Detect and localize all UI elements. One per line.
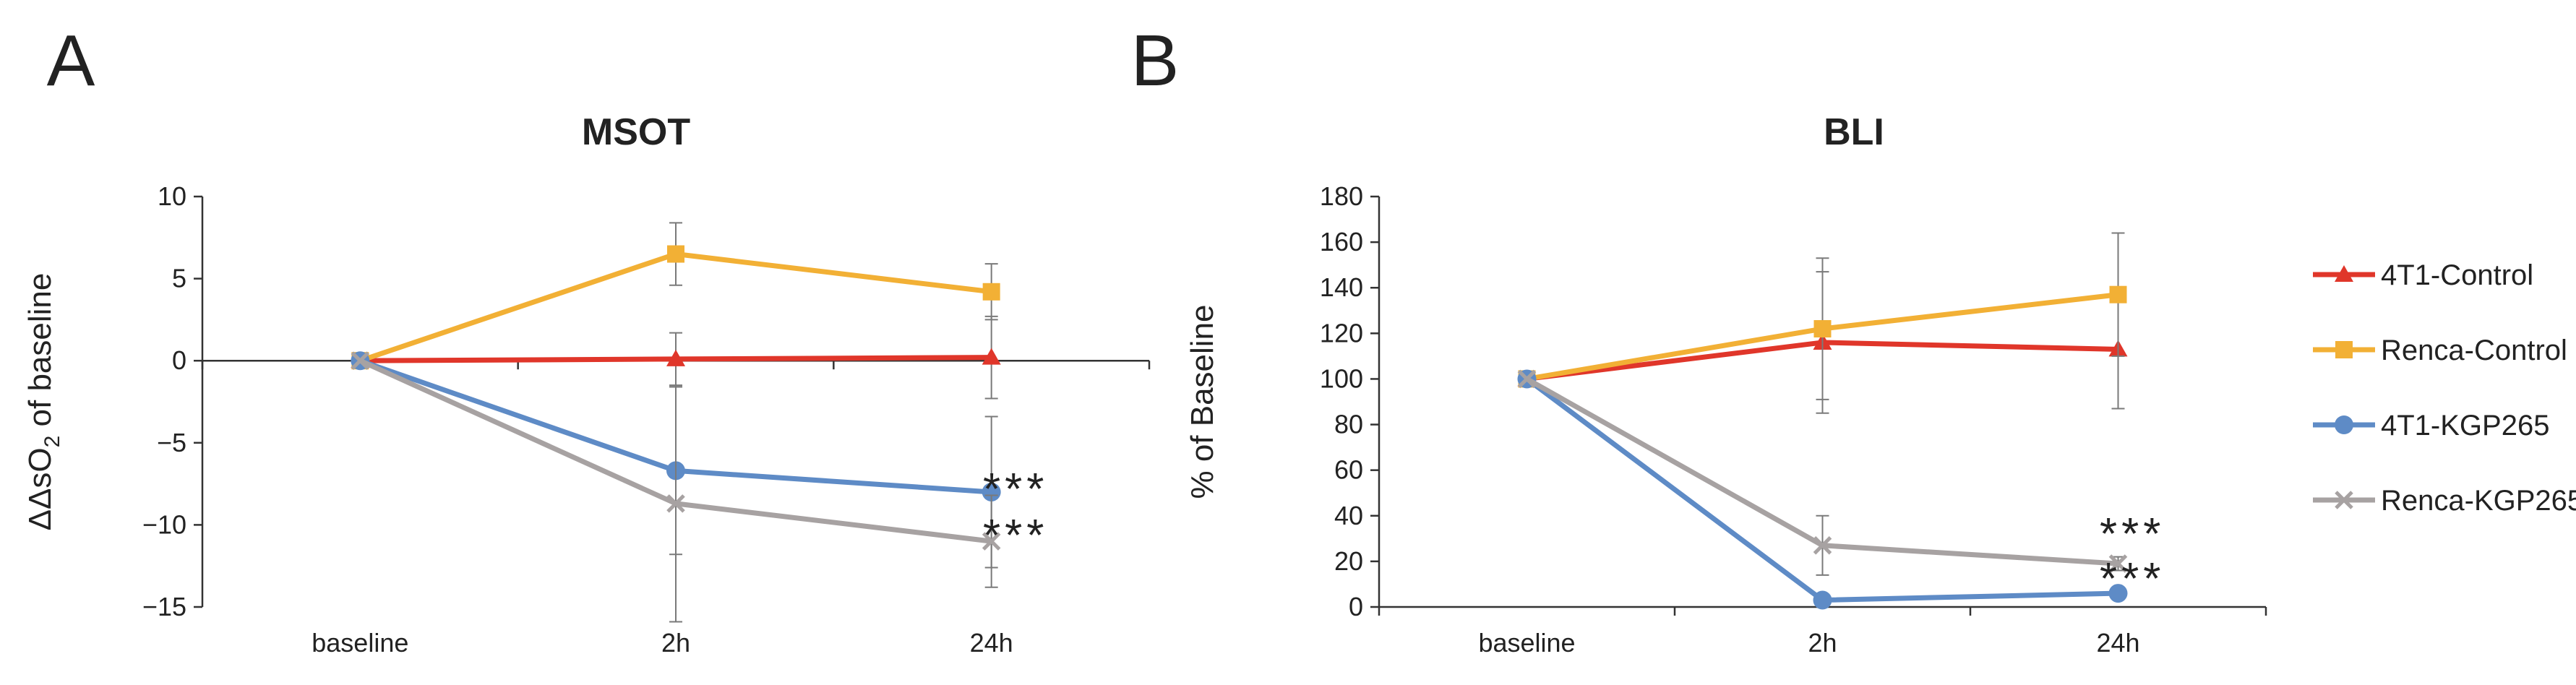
y-axis-label: % of Baseline xyxy=(1185,304,1220,499)
legend-label: Renca-KGP265 xyxy=(2381,485,2576,517)
chart-title: BLI xyxy=(1824,111,1884,153)
data-point xyxy=(982,348,1001,365)
data-point xyxy=(1813,320,1832,338)
data-point xyxy=(982,482,1001,501)
data-point-stroke-b xyxy=(351,351,370,370)
data-point xyxy=(982,283,1000,301)
data-point xyxy=(666,494,685,513)
data-point xyxy=(1813,536,1832,555)
y-tick-label: 5 xyxy=(172,264,186,293)
legend-marker xyxy=(2335,415,2353,434)
data-point-stroke-b xyxy=(666,494,685,513)
y-axis-label-rest: of baseline xyxy=(22,273,58,436)
legend-label: Renca-Control xyxy=(2381,335,2567,366)
y-axis-label: ΔΔsO2 of baseline xyxy=(22,273,64,531)
data-point xyxy=(1517,369,1537,389)
panel-letter: A xyxy=(47,20,95,101)
data-point xyxy=(1813,590,1832,610)
data-point xyxy=(982,532,1001,551)
y-tick-label: 100 xyxy=(1320,363,1363,393)
y-tick-label: 60 xyxy=(1334,455,1363,485)
y-tick-label: −5 xyxy=(157,428,186,457)
significance-marker: *** xyxy=(983,465,1048,514)
y-tick-label: 0 xyxy=(172,345,186,375)
legend-item: 4T1-KGP265 xyxy=(2313,410,2549,441)
series-renca-kgp265 xyxy=(351,351,1001,623)
x-tick-label: baseline xyxy=(1478,628,1575,658)
series-4t1-control xyxy=(351,315,1001,400)
x-tick-label: 2h xyxy=(661,628,690,658)
y-tick-label: 120 xyxy=(1320,318,1363,348)
significance-marker: *** xyxy=(2100,554,2165,604)
legend-label: 4T1-KGP265 xyxy=(2381,410,2549,441)
y-axis-label-subscript: 2 xyxy=(40,436,64,448)
y-tick-label: 80 xyxy=(1334,410,1363,439)
data-point xyxy=(666,349,685,366)
x-tick-label: 2h xyxy=(1808,628,1837,658)
y-tick-label: 20 xyxy=(1334,546,1363,576)
y-tick-label: −15 xyxy=(142,592,186,621)
panel-letter: B xyxy=(1131,20,1180,101)
data-point-stroke-b xyxy=(1813,536,1832,555)
data-point xyxy=(2108,584,2128,603)
y-tick-label: 40 xyxy=(1334,501,1363,530)
series-renca-control xyxy=(1518,232,2127,400)
series-4t1-kgp265 xyxy=(1517,369,2128,610)
legend-item: Renca-Control xyxy=(2313,335,2567,366)
chart-title: MSOT xyxy=(582,111,690,153)
y-tick-label: −10 xyxy=(142,509,186,539)
series-renca-kgp265 xyxy=(1517,369,2128,576)
x-tick-label: 24h xyxy=(970,628,1013,658)
legend: 4T1-Control Renca-Control 4T1-KGP265 Renca-… xyxy=(2313,259,2576,517)
significance-marker: *** xyxy=(983,511,1048,561)
panel-a: A MSOT ΔΔsO2 of baseline 10 5 0 −5 −10 −15 baseli… xyxy=(22,20,1151,658)
x-tick-label: baseline xyxy=(312,628,408,658)
legend-marker xyxy=(2335,265,2353,282)
panel-b: B BLI % of Baseline 180 160 140 120 100 80 60 40 20… xyxy=(1131,20,2267,658)
data-point-stroke-b xyxy=(982,532,1001,551)
y-tick-label: 10 xyxy=(158,181,186,211)
legend-item: 4T1-Control xyxy=(2313,259,2533,291)
legend-label: 4T1-Control xyxy=(2381,259,2533,291)
y-tick-label: 140 xyxy=(1320,272,1363,302)
data-point xyxy=(2108,554,2128,573)
data-point xyxy=(351,351,370,370)
legend-marker-stroke-b xyxy=(2335,491,2353,509)
legend-marker xyxy=(2335,341,2353,358)
legend-item: Renca-KGP265 xyxy=(2313,485,2576,517)
data-point-stroke-b xyxy=(2108,554,2128,573)
y-tick-label: 180 xyxy=(1320,181,1363,211)
y-tick-label: 160 xyxy=(1320,227,1363,257)
data-point xyxy=(2109,285,2127,303)
significance-marker: *** xyxy=(2100,509,2165,559)
x-tick-label: 24h xyxy=(2096,628,2139,658)
legend-marker xyxy=(2335,491,2353,509)
y-tick-label: 0 xyxy=(1349,592,1363,621)
data-point-stroke-b xyxy=(1517,369,1537,389)
data-point xyxy=(667,245,684,263)
